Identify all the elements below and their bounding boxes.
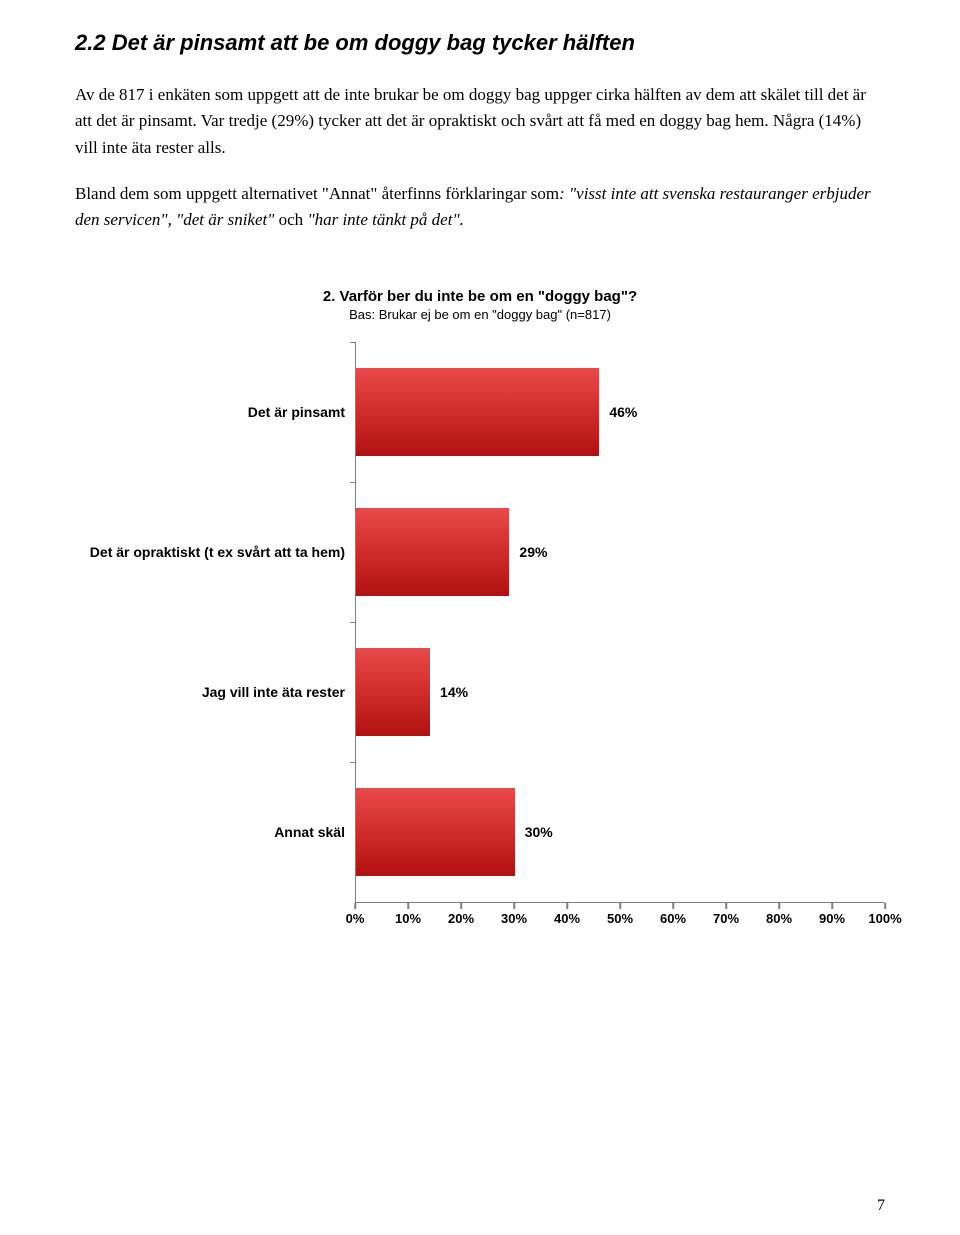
paragraph-2: Bland dem som uppgett alternativet "Anna… — [75, 181, 885, 234]
plot-region: 46% 29% 14% 30% — [355, 342, 885, 903]
x-tick-mark — [354, 903, 356, 909]
chart-body: Det är pinsamtDet är opraktiskt (t ex sv… — [75, 342, 885, 903]
category-label: Jag vill inte äta rester — [75, 622, 355, 762]
x-tick-label: 10% — [395, 911, 421, 926]
bar-row: 14% — [356, 622, 885, 762]
category-label: Annat skäl — [75, 762, 355, 902]
bar-row: 46% — [356, 342, 885, 482]
bar: 46% — [356, 368, 599, 456]
bar-value-label: 29% — [519, 544, 547, 560]
x-tick-mark — [460, 903, 462, 909]
x-tick-label: 60% — [660, 911, 686, 926]
p2-part-c: och — [274, 210, 307, 229]
section-heading: 2.2 Det är pinsamt att be om doggy bag t… — [75, 30, 885, 56]
x-tick-label: 0% — [346, 911, 365, 926]
x-tick-label: 20% — [448, 911, 474, 926]
bar-value-label: 30% — [525, 824, 553, 840]
x-tick-mark — [513, 903, 515, 909]
bar-row: 30% — [356, 762, 885, 902]
x-tick-label: 70% — [713, 911, 739, 926]
category-label: Det är opraktiskt (t ex svårt att ta hem… — [75, 482, 355, 622]
x-axis: 0%10%20%30%40%50%60%70%80%90%100% — [355, 903, 885, 927]
x-tick-mark — [672, 903, 674, 909]
p2-part-d: "har inte tänkt på det". — [307, 210, 463, 229]
bar-value-label: 14% — [440, 684, 468, 700]
chart-subtitle: Bas: Brukar ej be om en "doggy bag" (n=8… — [75, 307, 885, 322]
p2-part-a: Bland dem som uppgett alternativet "Anna… — [75, 184, 559, 203]
x-tick-label: 80% — [766, 911, 792, 926]
x-tick-mark — [778, 903, 780, 909]
bar-value-label: 46% — [609, 404, 637, 420]
bar: 30% — [356, 788, 515, 876]
bar-row: 29% — [356, 482, 885, 622]
x-tick-label: 40% — [554, 911, 580, 926]
paragraph-1: Av de 817 i enkäten som uppgett att de i… — [75, 82, 885, 161]
x-tick-label: 50% — [607, 911, 633, 926]
bar: 29% — [356, 508, 509, 596]
x-tick-mark — [831, 903, 833, 909]
x-tick-mark — [566, 903, 568, 909]
category-label: Det är pinsamt — [75, 342, 355, 482]
x-tick-label: 30% — [501, 911, 527, 926]
x-tick-mark — [407, 903, 409, 909]
x-axis-ticks: 0%10%20%30%40%50%60%70%80%90%100% — [355, 903, 885, 927]
y-axis-labels: Det är pinsamtDet är opraktiskt (t ex sv… — [75, 342, 355, 903]
bar: 14% — [356, 648, 430, 736]
page-number: 7 — [877, 1197, 885, 1215]
x-tick-label: 100% — [868, 911, 901, 926]
chart-title: 2. Varför ber du inte be om en "doggy ba… — [75, 288, 885, 305]
x-tick-mark — [619, 903, 621, 909]
x-tick-mark — [884, 903, 886, 909]
x-tick-mark — [725, 903, 727, 909]
x-tick-label: 90% — [819, 911, 845, 926]
bar-chart: 2. Varför ber du inte be om en "doggy ba… — [75, 288, 885, 927]
